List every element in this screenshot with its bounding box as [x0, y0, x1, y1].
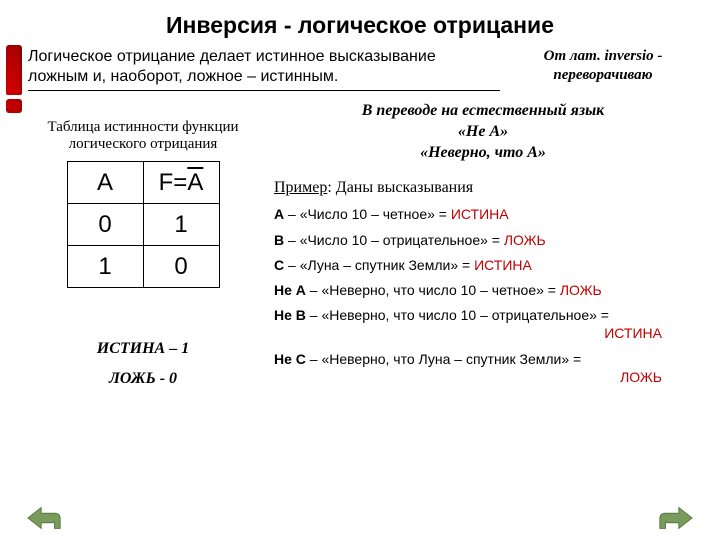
- exclamation-icon: [6, 45, 24, 117]
- arrow-left-icon[interactable]: [26, 504, 64, 532]
- cell: 0: [143, 246, 219, 288]
- translation-block: В переводе на естественный язык «Не А» «…: [274, 101, 692, 163]
- example-line: В – «Число 10 – отрицательное» = ЛОЖЬ: [274, 231, 692, 249]
- legend-true: ИСТИНА – 1: [28, 334, 258, 364]
- content-columns: Таблица истинности функции логического о…: [28, 101, 692, 395]
- example-head-text: : Даны высказывания: [327, 179, 473, 196]
- translation-line: «Не А»: [274, 122, 692, 143]
- translation-line: В переводе на естественный язык: [274, 101, 692, 122]
- table-caption: Таблица истинности функции логического о…: [28, 119, 258, 153]
- etymology: От лат. inversio - переворачиваю: [514, 47, 692, 85]
- cell: 1: [67, 246, 143, 288]
- example-line: А – «Число 10 – четное» = ИСТИНА: [274, 205, 692, 223]
- negation-line: Не А – «Неверно, что число 10 – четное» …: [274, 281, 692, 299]
- th-f-prefix: F=: [159, 169, 188, 196]
- example-heading: Пример: Даны высказывания: [274, 179, 692, 197]
- example-line: С – «Луна – спутник Земли» = ИСТИНА: [274, 256, 692, 274]
- arrow-right-icon[interactable]: [656, 504, 694, 532]
- page-title: Инверсия - логическое отрицание: [28, 12, 692, 39]
- left-column: Таблица истинности функции логического о…: [28, 101, 258, 395]
- etymology-line2: переворачиваю: [553, 67, 652, 83]
- th-f: F=A: [143, 162, 219, 204]
- cell: 0: [67, 204, 143, 246]
- table-row: 1 0: [67, 246, 219, 288]
- right-column: В переводе на естественный язык «Не А» «…: [274, 101, 692, 395]
- examples-list: А – «Число 10 – четное» = ИСТИНА В – «Чис…: [274, 205, 692, 274]
- th-f-var: A: [187, 169, 203, 196]
- intro-row: Логическое отрицание делает истинное выс…: [28, 47, 692, 91]
- table-row: 0 1: [67, 204, 219, 246]
- th-a: A: [67, 162, 143, 204]
- legend: ИСТИНА – 1 ЛОЖЬ - 0: [28, 334, 258, 395]
- slide: Инверсия - логическое отрицание Логическ…: [0, 0, 720, 540]
- negation-line: Не В – «Неверно, что число 10 – отрицате…: [274, 306, 692, 342]
- translation-line: «Неверно, что А»: [274, 143, 692, 164]
- cell: 1: [143, 204, 219, 246]
- negation-line: Не С – «Неверно, что Луна – спутник Земл…: [274, 350, 692, 386]
- legend-false: ЛОЖЬ - 0: [28, 364, 258, 394]
- definition-text: Логическое отрицание делает истинное выс…: [28, 47, 500, 91]
- truth-table: A F=A 0 1 1 0: [67, 161, 220, 288]
- example-head-label: Пример: [274, 179, 327, 196]
- negations-list: Не А – «Неверно, что число 10 – четное» …: [274, 281, 692, 386]
- etymology-line1: От лат. inversio -: [544, 48, 663, 64]
